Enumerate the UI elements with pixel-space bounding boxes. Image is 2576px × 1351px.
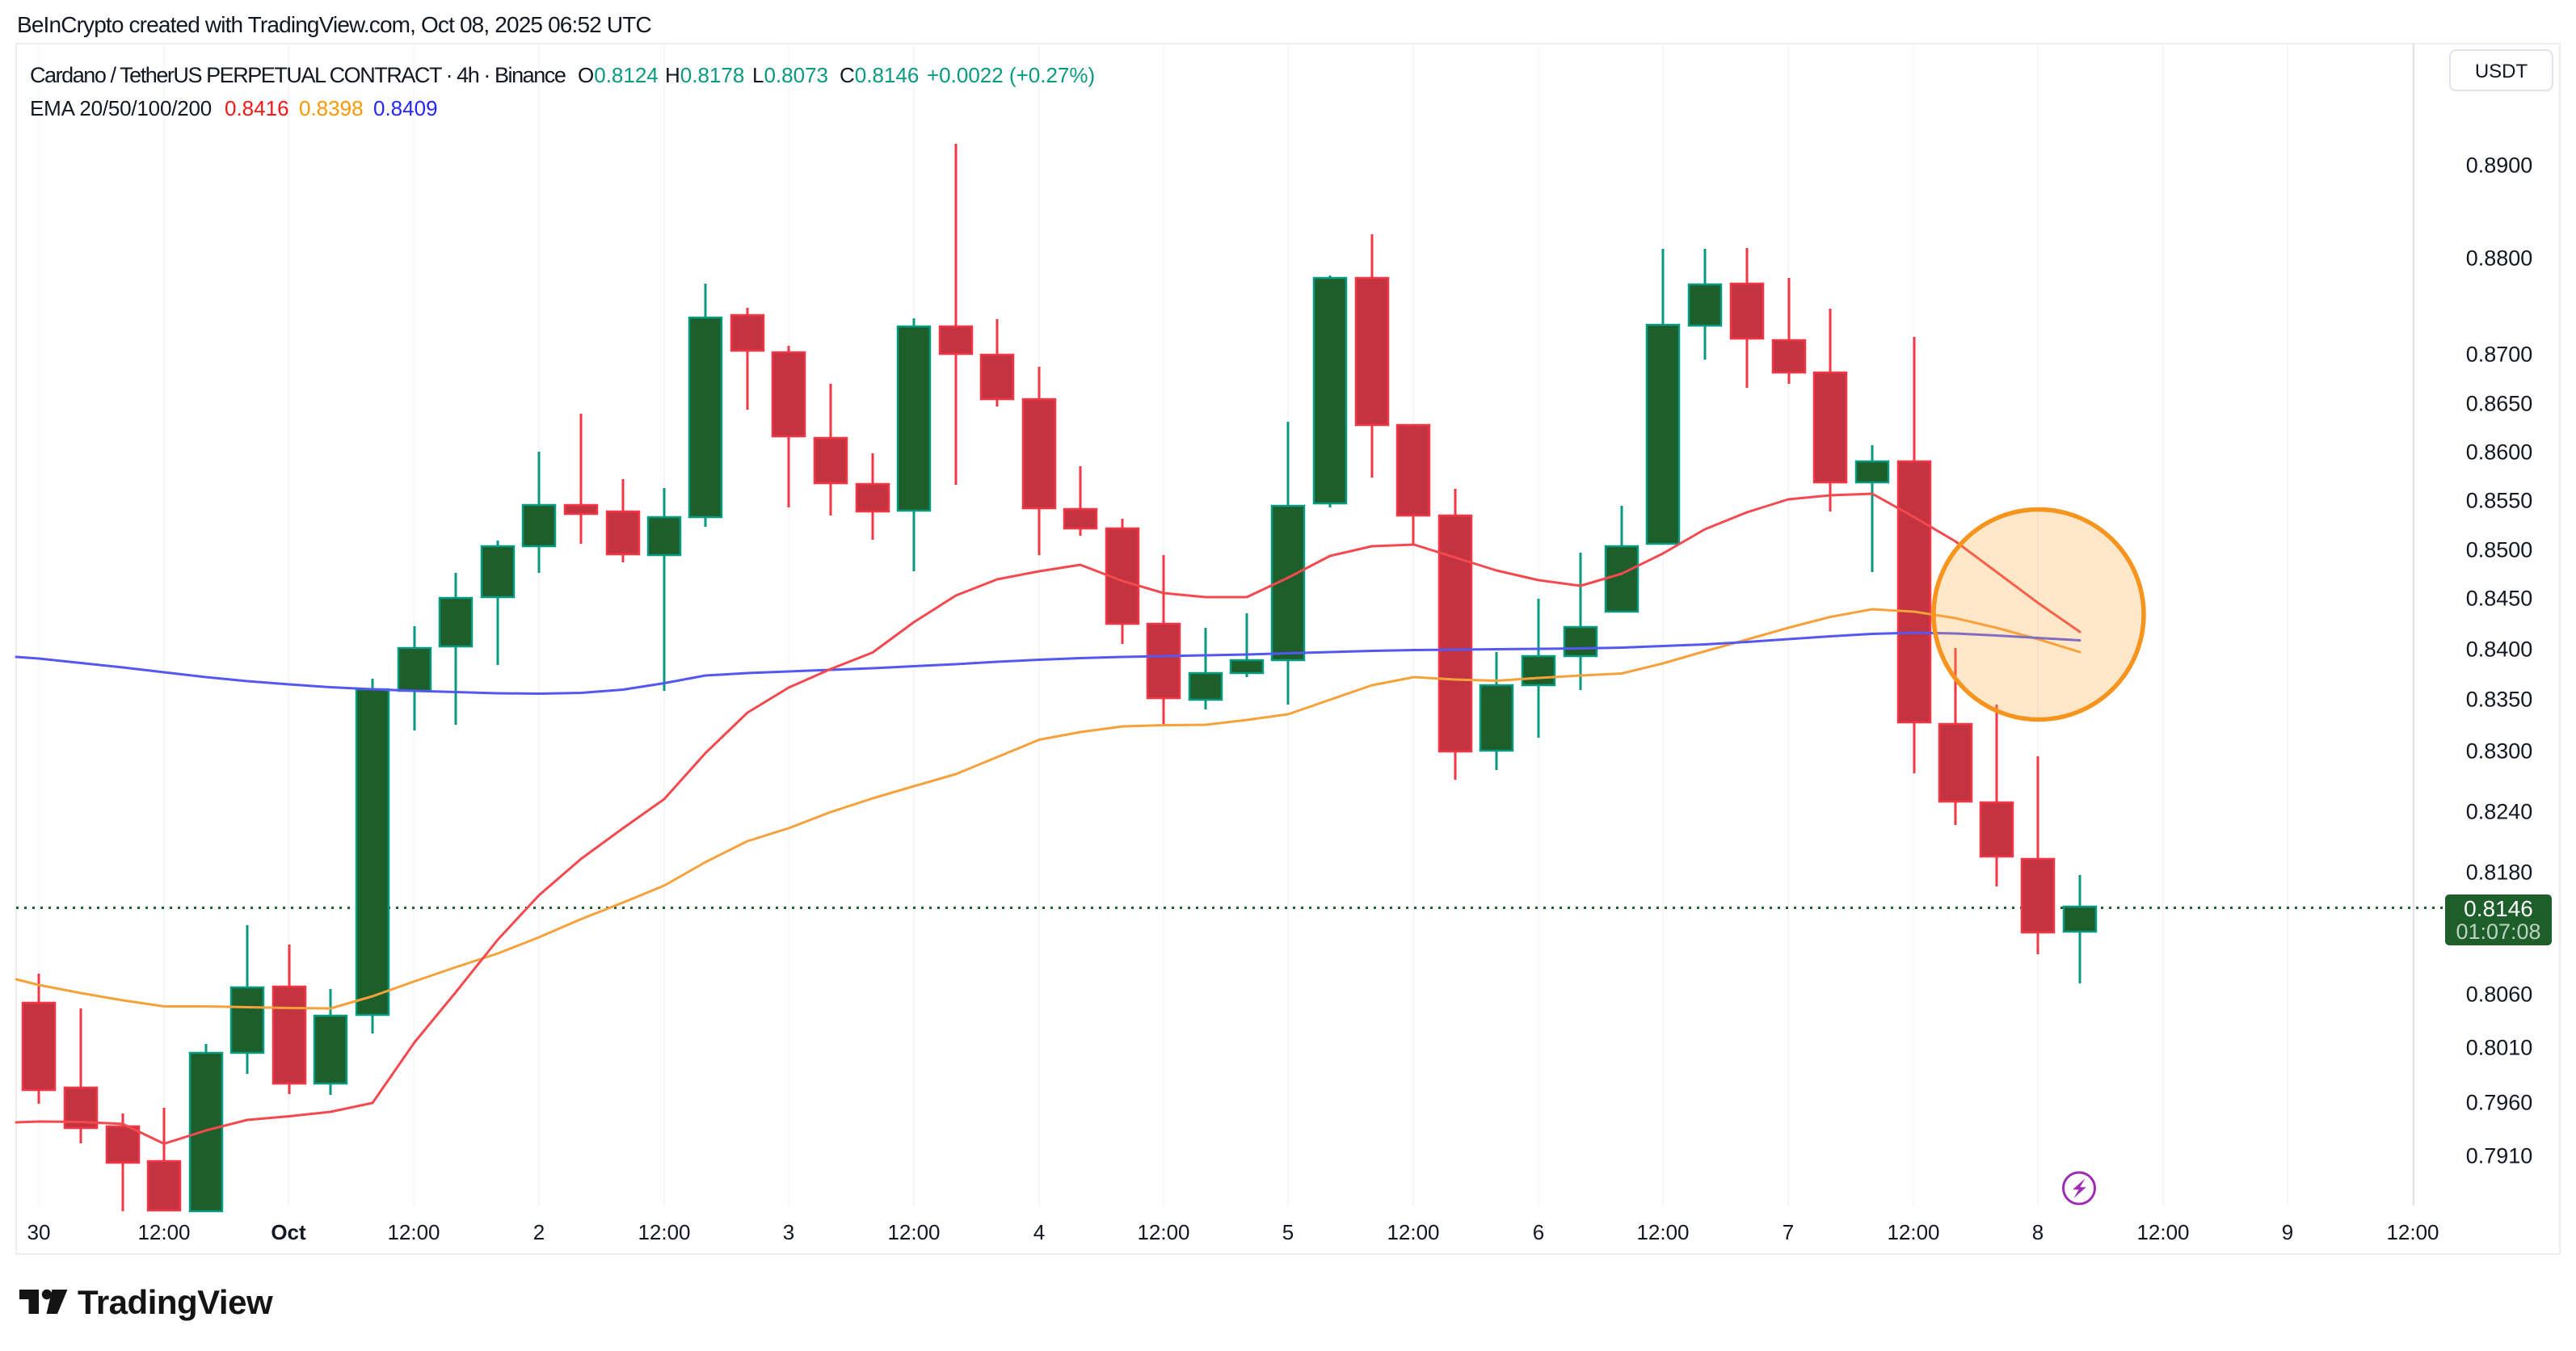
svg-text:0.8146: 0.8146: [2464, 896, 2533, 921]
svg-text:12:00: 12:00: [1636, 1220, 1689, 1244]
svg-text:H0.8178: H0.8178: [665, 63, 744, 87]
svg-text:0.8550: 0.8550: [2466, 489, 2533, 513]
svg-text:0.8350: 0.8350: [2466, 688, 2533, 712]
svg-text:Oct: Oct: [271, 1220, 306, 1244]
svg-text:0.8700: 0.8700: [2466, 343, 2533, 367]
svg-text:12:00: 12:00: [887, 1220, 940, 1244]
svg-text:Cardano / TetherUS PERPETUAL C: Cardano / TetherUS PERPETUAL CONTRACT · …: [30, 63, 566, 87]
svg-text:0.8800: 0.8800: [2466, 246, 2533, 271]
svg-text:01:07:08: 01:07:08: [2456, 920, 2540, 944]
svg-text:0.8010: 0.8010: [2466, 1036, 2533, 1060]
svg-text:0.8240: 0.8240: [2466, 800, 2533, 824]
svg-text:0.8900: 0.8900: [2466, 154, 2533, 178]
svg-text:0.8400: 0.8400: [2466, 638, 2533, 662]
svg-text:0.8300: 0.8300: [2466, 739, 2533, 764]
svg-text:C0.8146: C0.8146: [840, 63, 919, 87]
svg-text:TradingView: TradingView: [78, 1283, 273, 1321]
svg-text:0.8450: 0.8450: [2466, 587, 2533, 611]
svg-text:12:00: 12:00: [638, 1220, 690, 1244]
svg-text:12:00: 12:00: [2136, 1220, 2189, 1244]
svg-text:8: 8: [2032, 1220, 2044, 1244]
svg-text:2: 2: [533, 1220, 545, 1244]
svg-text:12:00: 12:00: [1137, 1220, 1189, 1244]
svg-text:0.7910: 0.7910: [2466, 1144, 2533, 1168]
svg-text:5: 5: [1282, 1220, 1294, 1244]
svg-text:30: 30: [27, 1220, 51, 1244]
svg-text:7: 7: [1783, 1220, 1794, 1244]
svg-text:+0.0022 (+0.27%): +0.0022 (+0.27%): [927, 63, 1095, 87]
svg-text:3: 3: [783, 1220, 794, 1244]
svg-text:EMA 20/50/100/200: EMA 20/50/100/200: [30, 96, 212, 120]
svg-text:0.8500: 0.8500: [2466, 538, 2533, 562]
svg-text:0.8060: 0.8060: [2466, 983, 2533, 1007]
svg-text:USDT: USDT: [2475, 61, 2528, 82]
svg-text:12:00: 12:00: [137, 1220, 190, 1244]
svg-text:L0.8073: L0.8073: [752, 63, 828, 87]
svg-text:6: 6: [1533, 1220, 1544, 1244]
svg-text:BeInCrypto created with Tradin: BeInCrypto created with TradingView.com,…: [17, 12, 651, 37]
svg-text:0.8600: 0.8600: [2466, 440, 2533, 465]
svg-text:12:00: 12:00: [387, 1220, 440, 1244]
svg-text:9: 9: [2282, 1220, 2293, 1244]
svg-text:12:00: 12:00: [1387, 1220, 1439, 1244]
svg-text:12:00: 12:00: [1887, 1220, 1939, 1244]
svg-text:0.8180: 0.8180: [2466, 861, 2533, 885]
svg-text:12:00: 12:00: [2386, 1220, 2439, 1244]
svg-text:0.8650: 0.8650: [2466, 392, 2533, 416]
svg-text:0.8416: 0.8416: [225, 96, 289, 120]
svg-text:0.8398: 0.8398: [299, 96, 364, 120]
svg-text:O0.8124: O0.8124: [578, 63, 659, 87]
svg-text:0.8409: 0.8409: [373, 96, 438, 120]
svg-text:4: 4: [1033, 1220, 1045, 1244]
svg-text:0.7960: 0.7960: [2466, 1091, 2533, 1115]
